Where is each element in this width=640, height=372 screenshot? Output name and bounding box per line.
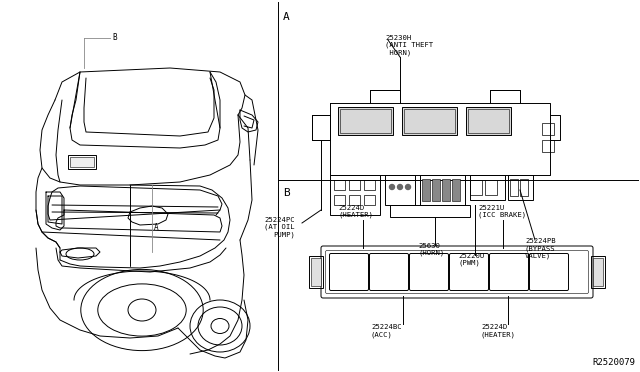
Bar [309, 256, 323, 288]
Bar [312, 115, 330, 140]
Circle shape [397, 185, 403, 189]
Bar [68, 155, 96, 169]
Bar [390, 205, 470, 217]
Text: A: A [154, 224, 159, 232]
Bar [338, 107, 393, 135]
Bar [542, 123, 554, 135]
Bar [349, 195, 360, 205]
Bar [508, 175, 533, 200]
Bar [420, 175, 465, 205]
Bar [385, 175, 415, 205]
Text: 25224BC
(ACC): 25224BC (ACC) [371, 324, 402, 337]
Bar [364, 180, 375, 190]
Text: 25224D
(HEATER): 25224D (HEATER) [481, 324, 516, 337]
Bar [349, 180, 360, 190]
Bar [402, 107, 457, 135]
Bar [70, 157, 94, 167]
Bar [593, 258, 603, 286]
Bar [340, 109, 391, 133]
Circle shape [406, 185, 410, 189]
Text: B: B [283, 188, 290, 198]
Bar [485, 180, 497, 195]
Bar [364, 195, 375, 205]
Text: 25220U
(PWM): 25220U (PWM) [458, 253, 484, 266]
Text: 25630
(HORN): 25630 (HORN) [418, 243, 444, 257]
Bar [490, 90, 520, 103]
Text: 25224PC
(AT OIL
PUMP): 25224PC (AT OIL PUMP) [264, 217, 295, 238]
Text: 25221U
(ICC BRAKE): 25221U (ICC BRAKE) [478, 205, 526, 218]
Bar [422, 179, 430, 201]
Text: A: A [283, 12, 290, 22]
Bar [432, 179, 440, 201]
Bar [404, 109, 455, 133]
Text: 25230H
(ANTI THEFT
 HORN): 25230H (ANTI THEFT HORN) [385, 35, 433, 56]
Bar [466, 107, 511, 135]
Bar [520, 179, 528, 196]
Text: 25224D
(HEATER): 25224D (HEATER) [338, 205, 373, 218]
Text: R2520079: R2520079 [592, 358, 635, 367]
Bar [370, 90, 400, 103]
Text: 25224PB
(BYPASS
VALVE): 25224PB (BYPASS VALVE) [525, 238, 556, 259]
Bar [470, 180, 482, 195]
Bar [510, 179, 518, 196]
Circle shape [390, 185, 394, 189]
Bar [334, 180, 345, 190]
Text: B: B [112, 33, 116, 42]
Bar [591, 256, 605, 288]
Bar [330, 175, 380, 215]
Bar [470, 175, 505, 200]
Bar [311, 258, 321, 286]
Bar [452, 179, 460, 201]
Bar [468, 109, 509, 133]
Bar [542, 140, 554, 152]
Bar [334, 195, 345, 205]
Bar [442, 179, 450, 201]
